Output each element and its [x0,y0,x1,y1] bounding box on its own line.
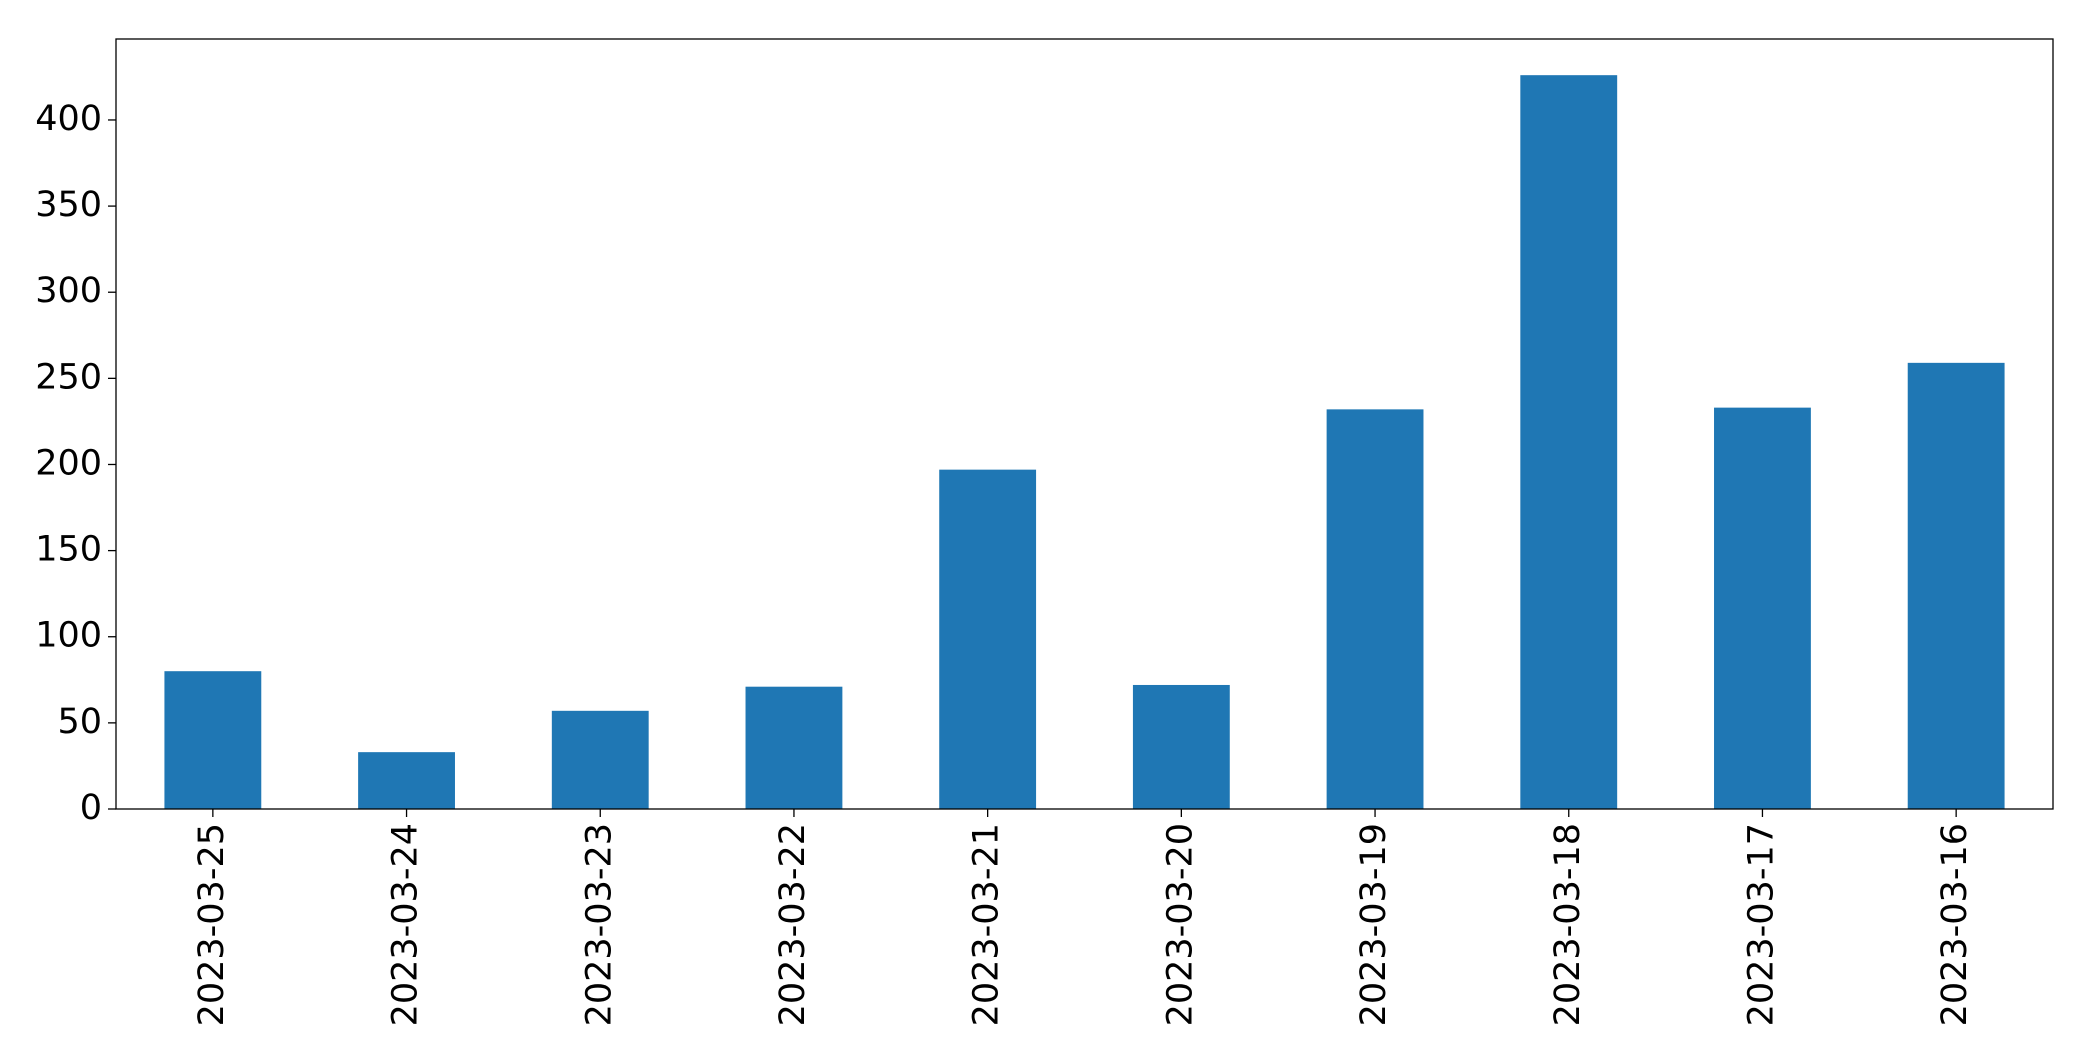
bar [358,752,455,809]
plot-frame [115,38,2054,810]
y-tick-label: 0 [80,788,102,828]
y-tick-label: 200 [35,443,102,483]
y-tick-label: 250 [35,357,102,397]
x-tick-label: 2023-03-24 [386,823,426,1026]
bar [164,671,262,809]
y-tick-label: 150 [35,530,102,570]
x-tick-label: 2023-03-20 [1160,823,1200,1026]
bar [1132,684,1230,809]
bar [1714,407,1811,809]
bar [1326,409,1424,809]
x-tick-label: 2023-03-18 [1548,823,1588,1026]
x-tick-label: 2023-03-22 [773,823,813,1026]
x-tick-label: 2023-03-17 [1741,823,1781,1026]
bar [1907,362,2005,809]
bar [939,469,1037,809]
y-tick-label: 350 [35,185,102,225]
bar [745,686,843,809]
x-tick-label: 2023-03-19 [1354,823,1394,1026]
y-tick-label: 50 [57,702,102,742]
bar [1520,75,1618,809]
x-tick-label: 2023-03-21 [967,823,1007,1026]
x-tick-label: 2023-03-23 [579,823,619,1026]
x-tick-label: 2023-03-16 [1935,823,1975,1026]
y-tick-label: 300 [35,271,102,311]
y-tick-label: 400 [35,99,102,139]
bar [551,710,649,809]
y-tick-label: 100 [35,616,102,656]
x-tick-label: 2023-03-25 [192,823,232,1026]
